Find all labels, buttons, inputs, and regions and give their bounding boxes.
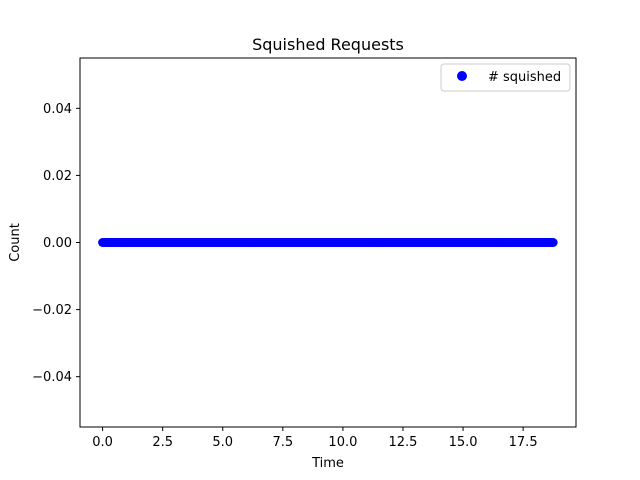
legend: # squished — [440, 63, 571, 92]
x-tick-label: 7.5 — [272, 435, 293, 450]
chart-title: Squished Requests — [252, 35, 404, 54]
x-tick-label: 5.0 — [212, 435, 233, 450]
y-axis-label: Count — [8, 223, 23, 262]
x-axis: 0.0 2.5 5.0 7.5 10.0 12.5 15.0 17.5 — [92, 427, 538, 450]
y-tick-label: 0.04 — [43, 102, 72, 117]
x-tick-label: 0.0 — [92, 435, 113, 450]
data-point — [548, 238, 558, 247]
x-axis-label: Time — [311, 456, 344, 471]
legend-marker — [457, 71, 467, 81]
y-tick-label: −0.02 — [32, 303, 72, 318]
y-tick-label: −0.04 — [32, 370, 72, 385]
legend-label: # squished — [488, 70, 561, 85]
x-tick-label: 17.5 — [509, 435, 538, 450]
x-tick-label: 10.0 — [328, 435, 357, 450]
legend-box — [440, 63, 571, 92]
x-tick-label: 2.5 — [152, 435, 173, 450]
y-tick-label: 0.02 — [43, 169, 72, 184]
y-tick-label: 0.00 — [43, 236, 72, 251]
y-axis: −0.04 −0.02 0.00 0.02 0.04 — [32, 102, 80, 385]
x-tick-label: 15.0 — [449, 435, 478, 450]
x-tick-label: 12.5 — [389, 435, 418, 450]
data-points — [98, 238, 558, 247]
